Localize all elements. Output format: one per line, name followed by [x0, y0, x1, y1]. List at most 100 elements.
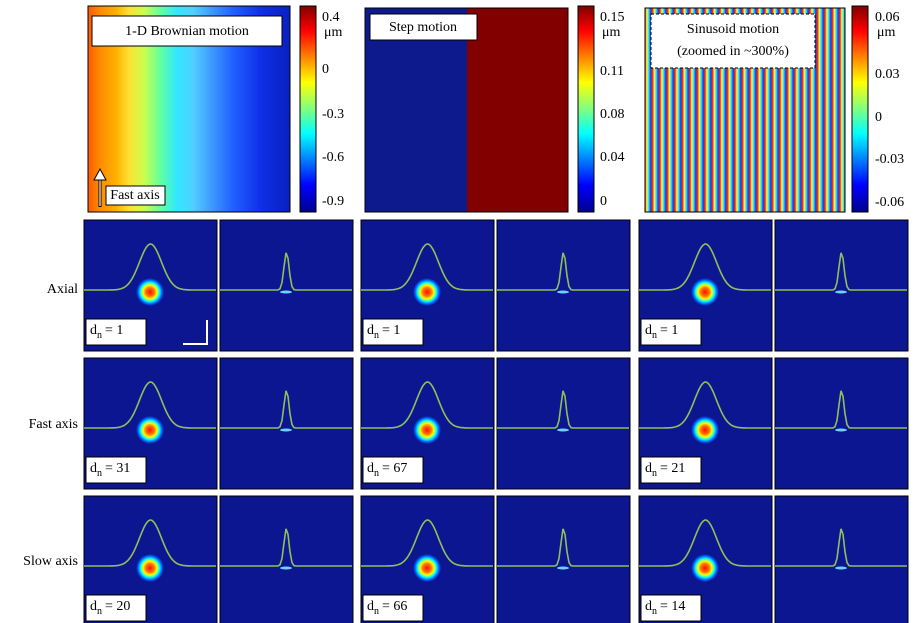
- dn-label: dn = 1: [367, 323, 400, 341]
- psf-profile: [84, 519, 216, 567]
- dn-symbol: d: [645, 599, 652, 614]
- psf-spot: [691, 416, 719, 444]
- psf-spot: [835, 566, 847, 570]
- dn-value: = 31: [105, 461, 130, 476]
- psf-profile: [775, 390, 907, 429]
- dn-label: dn = 31: [90, 461, 130, 479]
- scale-bar: [183, 320, 208, 345]
- psf-spot: [136, 416, 164, 444]
- psf-image: [496, 495, 631, 623]
- dn-box: [85, 594, 147, 622]
- psf-image: [219, 357, 354, 490]
- dn-subscript: n: [97, 468, 102, 479]
- psf-profile: [361, 243, 493, 291]
- colorbar: [851, 5, 869, 213]
- dn-value: = 14: [660, 599, 685, 614]
- psf-image: [774, 219, 909, 352]
- psf-profile: [775, 528, 907, 567]
- dn-value: = 1: [105, 323, 123, 338]
- colorbar-tick-label: 0.4: [322, 10, 340, 25]
- psf-image: [774, 357, 909, 490]
- psf-image: [496, 219, 631, 352]
- dn-subscript: n: [97, 330, 102, 341]
- psf-profile: [639, 519, 771, 567]
- dn-value: = 67: [382, 461, 407, 476]
- psf-profile: [84, 243, 216, 291]
- annotation: Fast axis: [110, 188, 159, 203]
- dn-subscript: n: [374, 330, 379, 341]
- label-box: [91, 15, 283, 47]
- dn-label: dn = 14: [645, 599, 685, 617]
- dn-box: [362, 594, 424, 622]
- colorbar-unit: μm: [602, 25, 621, 40]
- panel-label: Sinusoid motion: [687, 22, 779, 37]
- psf-spot: [557, 428, 569, 432]
- psf-spot: [136, 278, 164, 306]
- dn-value: = 1: [382, 323, 400, 338]
- top-row: 1-D Brownian motion Step motion Sinusoid…: [87, 5, 846, 213]
- dn-symbol: d: [90, 599, 97, 614]
- psf-profile: [220, 390, 352, 429]
- dn-box: [362, 456, 424, 484]
- colorbar-tick-label: 0.15: [600, 10, 625, 25]
- psf-profile: [84, 381, 216, 429]
- colorbar: [299, 5, 317, 213]
- dn-symbol: d: [367, 461, 374, 476]
- step-map-low: [365, 8, 467, 212]
- psf-profile: [497, 528, 629, 567]
- psf-image: [496, 357, 631, 490]
- label-box: [650, 13, 816, 69]
- step-map-frame: [364, 7, 569, 213]
- psf-spot: [280, 566, 292, 570]
- psf-profile: [775, 252, 907, 291]
- panel-label: Step motion: [389, 20, 457, 35]
- dn-label: dn = 67: [367, 461, 407, 479]
- psf-spot: [413, 278, 441, 306]
- dn-value: = 1: [660, 323, 678, 338]
- dn-subscript: n: [374, 606, 379, 617]
- dn-symbol: d: [90, 323, 97, 338]
- dn-value: = 21: [660, 461, 685, 476]
- psf-image: [774, 495, 909, 623]
- colorbar-unit: μm: [877, 25, 896, 40]
- dn-label: dn = 1: [90, 323, 123, 341]
- dn-subscript: n: [652, 330, 657, 341]
- dn-symbol: d: [645, 323, 652, 338]
- psf-profile: [361, 519, 493, 567]
- dn-symbol: d: [645, 461, 652, 476]
- dn-box: [85, 456, 147, 484]
- psf-profile: [220, 252, 352, 291]
- psf-profile: [497, 252, 629, 291]
- annotation-box: [105, 185, 166, 206]
- arrow-head: [93, 167, 107, 181]
- colorbar-tick-label: -0.3: [322, 107, 344, 122]
- colorbar-tick-label: -0.06: [875, 195, 904, 210]
- dn-box: [640, 594, 702, 622]
- colorbar-unit: μm: [324, 25, 343, 40]
- psf-image: [219, 219, 354, 352]
- dn-symbol: d: [90, 461, 97, 476]
- psf-spot: [280, 290, 292, 294]
- psf-profile: [497, 390, 629, 429]
- dn-box: [640, 318, 702, 346]
- psf-spot: [413, 554, 441, 582]
- psf-spot: [413, 416, 441, 444]
- colorbar-tick-label: 0.03: [875, 67, 900, 82]
- colorbar-tick-label: 0: [875, 110, 882, 125]
- psf-spot: [557, 290, 569, 294]
- psf-spot: [136, 554, 164, 582]
- psf-spot: [280, 428, 292, 432]
- dn-subscript: n: [97, 606, 102, 617]
- dn-label: dn = 21: [645, 461, 685, 479]
- colorbar-tick-label: -0.9: [322, 194, 344, 209]
- psf-spot: [691, 278, 719, 306]
- row-label: Slow axis: [23, 554, 78, 569]
- colorbar: [577, 5, 595, 213]
- psf-profile: [220, 528, 352, 567]
- label-box: [369, 13, 478, 41]
- dn-label: dn = 66: [367, 599, 407, 617]
- colorbar-tick-label: -0.03: [875, 152, 904, 167]
- colorbar-tick-label: 0.08: [600, 107, 625, 122]
- dn-subscript: n: [652, 468, 657, 479]
